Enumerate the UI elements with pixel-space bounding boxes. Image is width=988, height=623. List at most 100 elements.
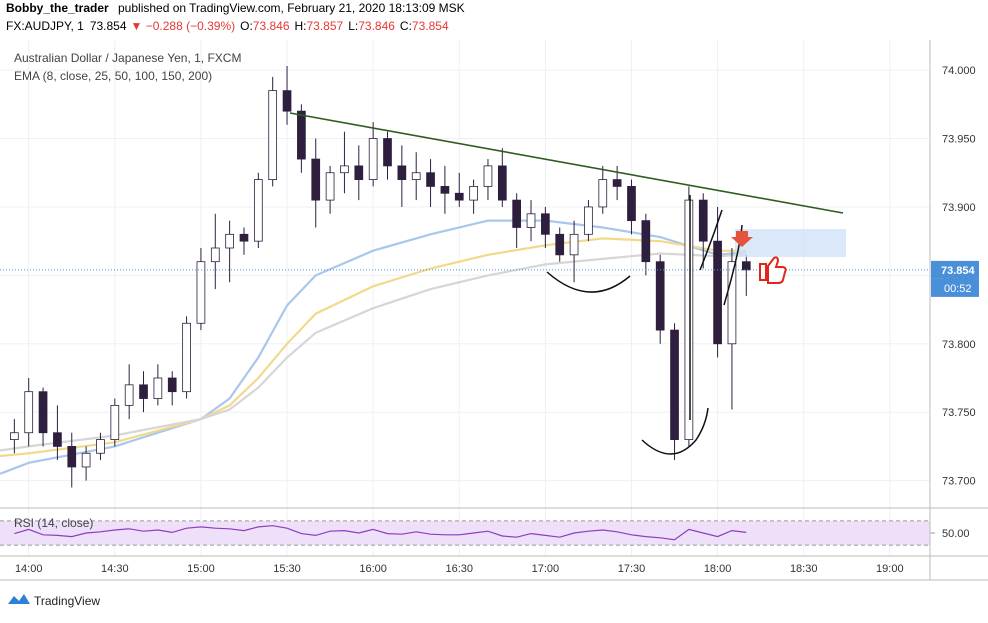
candle-body: [325, 172, 335, 201]
candle-body: [282, 90, 292, 112]
candle-body: [483, 165, 493, 187]
zone: [735, 229, 846, 257]
y-tick-label: 50.00: [942, 528, 970, 540]
y-tick-label: 73.900: [942, 202, 976, 214]
x-tick-label: 18:30: [790, 563, 818, 575]
candle-body: [239, 233, 249, 242]
header-part: ▼ −0.288 (−0.39%): [131, 19, 236, 33]
candle-body: [38, 391, 48, 434]
arrow: [731, 231, 753, 247]
chart-title: Australian Dollar / Japanese Yen, 1, FXC…: [14, 51, 241, 65]
candle-body: [311, 158, 321, 201]
candle-body: [110, 404, 120, 440]
candle-body: [354, 165, 364, 180]
rsi-band: [0, 520, 930, 546]
header-part: O:: [240, 19, 253, 33]
candle-body: [526, 213, 536, 228]
candle-body: [253, 179, 263, 242]
candle-body: [81, 452, 91, 468]
candle-body: [641, 220, 651, 263]
published: published on TradingView.com, February 2…: [118, 1, 465, 15]
candle-body: [411, 172, 421, 180]
header-part: L:: [348, 19, 358, 33]
candle-body: [297, 110, 306, 160]
header-part: C:: [400, 19, 412, 33]
x-tick-label: 14:30: [101, 563, 129, 575]
y-tick-label: 73.700: [942, 476, 976, 488]
candle-body: [340, 165, 349, 174]
drawings: [289, 112, 846, 455]
header-part: FX:AUDJPY, 1: [6, 19, 84, 33]
plot: [0, 66, 930, 541]
candle-body: [383, 138, 392, 167]
y-tick-label: 73.800: [942, 339, 976, 351]
countdown-tag: [931, 278, 979, 297]
thumbs-up: [759, 256, 787, 284]
candle-body: [182, 322, 191, 393]
author: Bobby_the_trader: [6, 1, 109, 15]
candle-body: [497, 165, 507, 201]
header-part: 73.854: [90, 19, 127, 33]
axes: 73.70073.75073.80073.85073.90073.95074.0…: [15, 65, 979, 575]
candle-body: [426, 172, 435, 187]
candle-body: [10, 432, 19, 440]
brand: TradingView: [34, 594, 100, 608]
candle-body: [469, 186, 478, 201]
y-tick-label: 73.950: [942, 134, 976, 146]
curve: [641, 407, 709, 455]
y-tick-label: 73.750: [942, 407, 976, 419]
candle-body: [454, 192, 464, 201]
candle-body: [153, 377, 163, 399]
chart-subtitle: EMA (8, close, 25, 50, 100, 150, 200): [14, 69, 212, 83]
candle-body: [713, 240, 722, 345]
candle-body: [96, 439, 105, 454]
x-tick-label: 15:30: [273, 563, 301, 575]
candle-body: [397, 165, 407, 180]
candle-body: [53, 432, 62, 447]
candle-body: [167, 377, 177, 393]
candle-body: [670, 329, 679, 440]
header-part: 73.846: [253, 19, 290, 33]
header-part: 73.857: [307, 19, 344, 33]
x-tick-label: 18:00: [704, 563, 732, 575]
candle-body: [268, 90, 278, 180]
x-tick-label: 16:00: [359, 563, 387, 575]
rsi-line: [14, 525, 747, 541]
candle-body: [698, 199, 708, 242]
header-part: 73.854: [412, 19, 449, 33]
ema-line: [0, 252, 747, 452]
candle-body: [225, 233, 234, 249]
x-tick-label: 17:30: [618, 563, 646, 575]
countdown-label: 00:52: [944, 283, 972, 295]
header-part: 73.846: [358, 19, 395, 33]
candle-body: [741, 261, 751, 271]
rsi-title: RSI (14, close): [14, 516, 93, 530]
candle-body: [627, 186, 636, 222]
candle-body: [541, 213, 550, 235]
candle-body: [569, 233, 579, 256]
candle-body: [555, 233, 565, 256]
curve: [546, 271, 631, 293]
symbol-line: FX:AUDJPY, 1 73.854 ▼ −0.288 (−0.39%) O:73.…: [6, 19, 449, 33]
price-tag: [931, 260, 979, 279]
price-tag-label: 73.854: [941, 265, 976, 277]
candle-body: [655, 261, 665, 331]
logo: [8, 594, 30, 604]
header-part: H:: [295, 19, 307, 33]
candle-body: [210, 247, 220, 263]
x-tick-label: 14:00: [15, 563, 43, 575]
x-tick-label: 17:00: [532, 563, 560, 575]
candle-body: [584, 206, 593, 235]
candle-body: [196, 261, 206, 324]
candle-body: [598, 179, 608, 208]
curve: [689, 195, 743, 420]
y-tick-label: 74.000: [942, 65, 976, 77]
candle-body: [512, 199, 522, 228]
ema-line: [0, 237, 747, 458]
candle-body: [612, 179, 622, 187]
trendline: [289, 112, 844, 214]
candle-body: [139, 384, 148, 399]
